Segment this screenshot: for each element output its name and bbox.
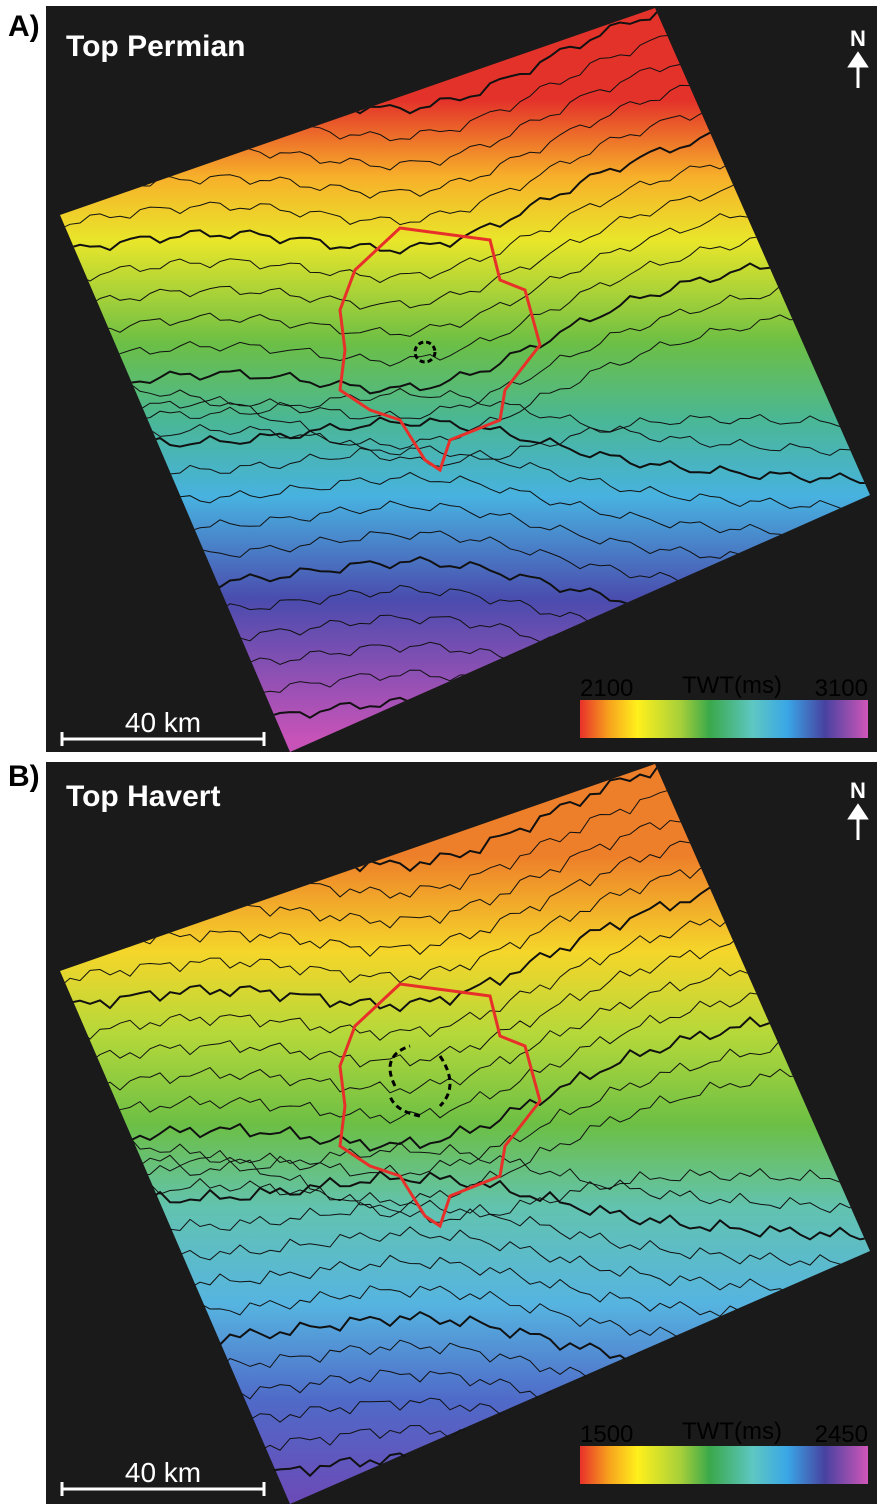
panel-title: Top Permian — [66, 30, 245, 63]
colorbar-unit: TWT(ms) — [682, 672, 782, 699]
scale-label: 40 km — [125, 707, 201, 738]
panel: B) Top Havert N 1500 TWT(ms) 2450 40 km — [8, 719, 877, 1504]
panel-title: Top Havert — [66, 780, 220, 813]
panel-label: A) — [8, 10, 40, 43]
panel: A) Top Permian N 2100 TWT(ms) 3100 40 km — [8, 0, 877, 763]
scale-label: 40 km — [125, 1457, 201, 1488]
colorbar-max: 3100 — [815, 675, 868, 702]
colorbar-unit: TWT(ms) — [682, 1418, 782, 1445]
figure: A) Top Permian N 2100 TWT(ms) 3100 40 km… — [0, 0, 877, 1504]
colorbar-min: 1500 — [580, 1421, 633, 1448]
north-label: N — [850, 26, 866, 51]
panel-label: B) — [8, 760, 40, 793]
colorbar-min: 2100 — [580, 675, 633, 702]
north-label: N — [850, 778, 866, 803]
colorbar — [580, 700, 868, 738]
colorbar — [580, 1446, 868, 1484]
colorbar-max: 2450 — [815, 1421, 868, 1448]
